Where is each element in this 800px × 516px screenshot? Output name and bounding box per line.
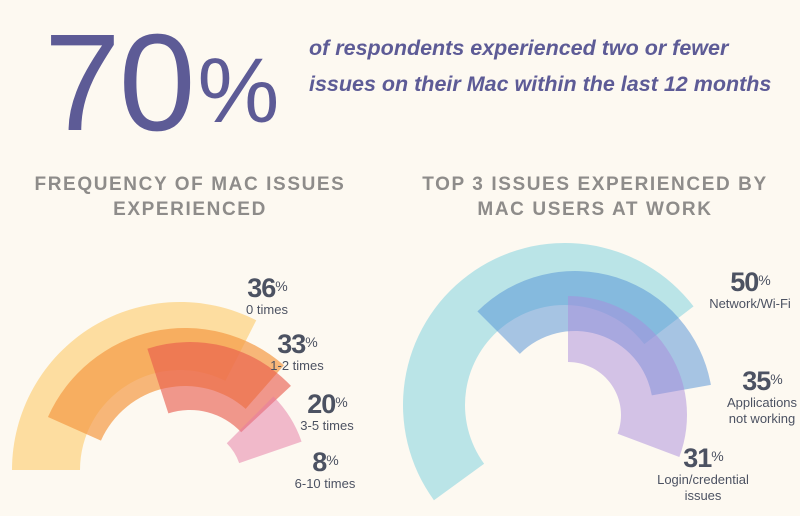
data-label-category: 3-5 times [300,418,354,433]
data-label: 20% 3-5 times [282,390,372,434]
value-number: 36 [247,273,276,303]
value-number: 35 [742,366,771,396]
value-unit: % [275,278,287,294]
headline-statement: of respondents experienced two or fewer … [309,36,772,96]
value-number: 33 [277,329,306,359]
arc-3-5-times [147,341,291,433]
value-number: 50 [730,267,759,297]
data-label-value: 20% [282,390,372,418]
data-label: 35% Applications not working [712,367,800,427]
chart-title-top-issues: TOP 3 ISSUES EXPERIENCED BY MAC USERS AT… [422,174,768,220]
data-label-category: not working [728,411,796,426]
data-label-value: 50% [700,268,800,296]
data-label: 8% 6-10 times [280,448,370,492]
data-label: 50% Network/Wi-Fi [700,268,800,312]
data-label-category: Login/credential [657,472,749,487]
data-label-value: 33% [252,330,342,358]
value-unit: % [770,371,782,387]
data-label-category: 6-10 times [294,476,356,491]
chart-title-frequency: FREQUENCY OF MAC ISSUES EXPERIENCED [34,174,346,220]
value-unit: % [711,448,723,464]
data-label-category: Applications [726,395,798,410]
data-label: 31% Login/credential issues [648,444,758,504]
value-unit: % [335,394,347,410]
value-unit: % [326,452,338,468]
value-unit: % [758,272,770,288]
value-unit: % [305,334,317,350]
data-label: 33% 1-2 times [252,330,342,374]
data-label-category: 1-2 times [270,358,324,373]
data-label-value: 8% [280,448,370,476]
data-label-category: Network/Wi-Fi [709,296,791,311]
value-number: 8 [312,447,327,477]
headline-value: 70 [44,6,195,160]
value-number: 20 [307,389,336,419]
headline-stat: 70% [44,14,280,152]
arc-6-10-times [226,396,302,464]
headline-unit: % [197,40,280,142]
data-label-value: 35% [712,367,800,395]
arc-login-credential-issues [568,296,687,458]
data-label-category: 0 times [246,302,288,317]
data-label-value: 31% [648,444,758,472]
data-label-value: 36% [222,274,312,302]
data-label-category: issues [684,488,722,503]
value-number: 31 [683,443,712,473]
data-label: 36% 0 times [222,274,312,318]
